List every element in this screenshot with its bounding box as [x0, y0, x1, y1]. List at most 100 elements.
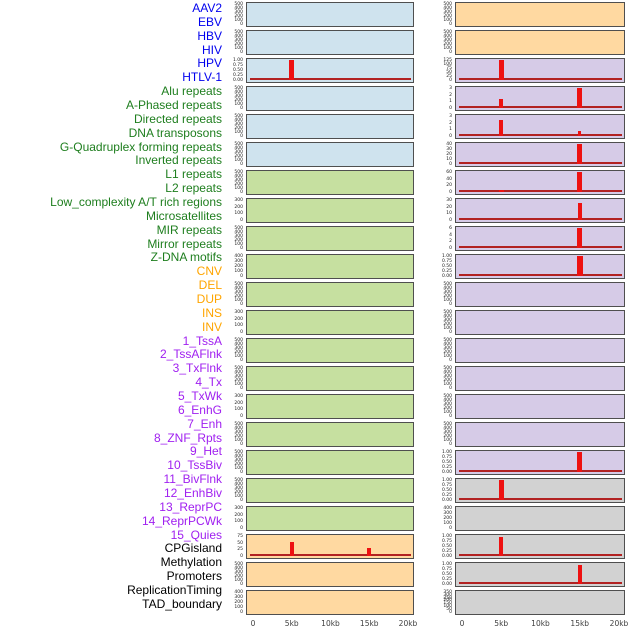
- y-tick-label: 0.75: [441, 566, 452, 572]
- track-panel-11-bivflnk: [455, 338, 625, 363]
- track-panel-mir-repeats: [246, 450, 414, 475]
- signal-baseline: [459, 190, 622, 192]
- y-tick-label: 0: [449, 413, 452, 419]
- y-axis-ticks: 500 400 300 200 100 0: [218, 30, 244, 55]
- y-axis-ticks: 500 400 300 200 100 0: [427, 338, 453, 363]
- signal-baseline: [459, 78, 622, 80]
- y-tick-label: 25: [237, 547, 243, 552]
- track-panel-10-tssbiv: [455, 310, 625, 335]
- y-tick-label: 400: [234, 117, 243, 123]
- y-tick-label: 0: [240, 329, 243, 335]
- track-panel-g-quadruplex-forming-repeats: [246, 282, 414, 307]
- y-axis-ticks: 500 400 300 200 100 0: [218, 478, 244, 503]
- y-tick-label: 0.00: [441, 553, 452, 559]
- enrichment-spike: [499, 537, 503, 556]
- y-tick-label: 1: [449, 127, 452, 132]
- y-tick-label: 10: [446, 211, 452, 216]
- y-tick-label: 250: [443, 595, 452, 601]
- enrichment-spike: [499, 480, 504, 500]
- y-axis-ticks: 500 400 300 200 100 0: [218, 86, 244, 111]
- track-label-tad-boundary: TAD_boundary: [142, 596, 222, 611]
- y-tick-label: 200: [443, 377, 452, 383]
- signal-baseline: [459, 246, 622, 248]
- y-tick-label: 2: [449, 239, 452, 244]
- y-tick-label: 400: [234, 565, 243, 571]
- y-tick-label: 0.75: [232, 62, 243, 68]
- y-tick-label: 2: [449, 92, 452, 98]
- y-tick-label: 300: [443, 401, 452, 407]
- signal-baseline: [459, 582, 622, 584]
- y-tick-label: 200: [443, 433, 452, 439]
- track-label-z-dna-motifs: Z-DNA motifs: [150, 250, 222, 265]
- y-tick-label: 200: [234, 400, 243, 406]
- y-tick-label: 100: [443, 297, 452, 303]
- signal-baseline: [459, 134, 622, 136]
- track-panel-htlv-1: [246, 142, 414, 167]
- y-tick-label: 200: [234, 263, 243, 269]
- y-tick-label: 0: [449, 385, 452, 391]
- enrichment-spike: [577, 144, 582, 164]
- y-tick-label: 0.50: [441, 571, 452, 577]
- track-panel-aav2: [246, 2, 414, 27]
- track-panel-ins: [455, 2, 625, 27]
- signal-baseline: [459, 106, 622, 108]
- y-tick-label: 400: [234, 285, 243, 291]
- y-tick-label: 500: [443, 282, 452, 287]
- track-panel-low-complexity-a-t-rich-regions: [246, 394, 414, 419]
- track-label-11-bivflnk: 11_BivFlnk: [163, 472, 222, 487]
- track-label-del: DEL: [198, 278, 222, 293]
- y-tick-label: 200: [443, 598, 452, 604]
- y-tick-label: 0.75: [441, 454, 452, 460]
- y-tick-label: 100: [443, 520, 452, 526]
- track-panel-9-het: [455, 282, 625, 307]
- track-panel-hpv: [246, 114, 414, 139]
- track-panel-alu-repeats: [246, 170, 414, 195]
- track-label-alu-repeats: Alu repeats: [161, 84, 222, 99]
- x-axis-tick-label: 5kb: [284, 619, 299, 628]
- y-tick-label: 200: [443, 293, 452, 299]
- track-label-dup: DUP: [196, 291, 222, 306]
- track-label-13-reprpc: 13_ReprPC: [159, 499, 222, 514]
- y-axis-ticks: 500 400 300 200 100 0: [218, 338, 244, 363]
- track-label-hiv: HIV: [201, 42, 222, 57]
- y-tick-label: 200: [234, 181, 243, 187]
- y-tick-label: 0: [240, 413, 243, 419]
- y-tick-label: 200: [234, 153, 243, 159]
- track-panel-l2-repeats: [246, 366, 414, 391]
- y-tick-label: 0: [240, 49, 243, 55]
- y-tick-label: 100: [234, 45, 243, 51]
- y-tick-label: 1.00: [441, 562, 452, 567]
- y-tick-label: 300: [234, 177, 243, 183]
- x-axis-tick-label: 10kb: [531, 619, 550, 628]
- y-axis-ticks: 300 200 100 0: [218, 198, 244, 223]
- y-tick-label: 500: [234, 114, 243, 119]
- y-tick-label: 500: [234, 282, 243, 287]
- y-tick-label: 100: [234, 604, 243, 610]
- y-tick-label: 0: [449, 77, 452, 83]
- track-panel-13-reprpc: [455, 394, 625, 419]
- y-tick-label: 100: [234, 211, 243, 216]
- y-tick-label: 500: [443, 2, 452, 7]
- y-axis-ticks: 1.00 0.75 0.50 0.25 0.00: [427, 254, 453, 279]
- track-label-ebv: EBV: [197, 14, 222, 29]
- y-tick-label: 4: [449, 232, 452, 238]
- y-tick-label: 3: [449, 86, 452, 91]
- track-label-htlv-1: HTLV-1: [182, 70, 222, 85]
- y-tick-label: 300: [234, 457, 243, 463]
- y-axis-ticks: 300 200 100 0: [218, 506, 244, 531]
- y-tick-label: 200: [234, 433, 243, 439]
- y-tick-label: 1: [449, 99, 452, 104]
- x-axis-tick-label: 0: [250, 619, 256, 628]
- y-tick-label: 300: [234, 37, 243, 43]
- y-tick-label: 0.75: [441, 258, 452, 264]
- y-tick-label: 1.00: [441, 534, 452, 539]
- y-tick-label: 1.00: [441, 450, 452, 455]
- y-tick-label: 50: [237, 540, 243, 546]
- track-label-cnv: CNV: [196, 264, 222, 279]
- y-tick-label: 0: [240, 245, 243, 251]
- track-label-hpv: HPV: [197, 56, 222, 71]
- y-tick-label: 20: [446, 183, 452, 188]
- y-axis-ticks: 500 400 300 200 100 0: [218, 450, 244, 475]
- track-label-7-enh: 7_Enh: [187, 416, 222, 431]
